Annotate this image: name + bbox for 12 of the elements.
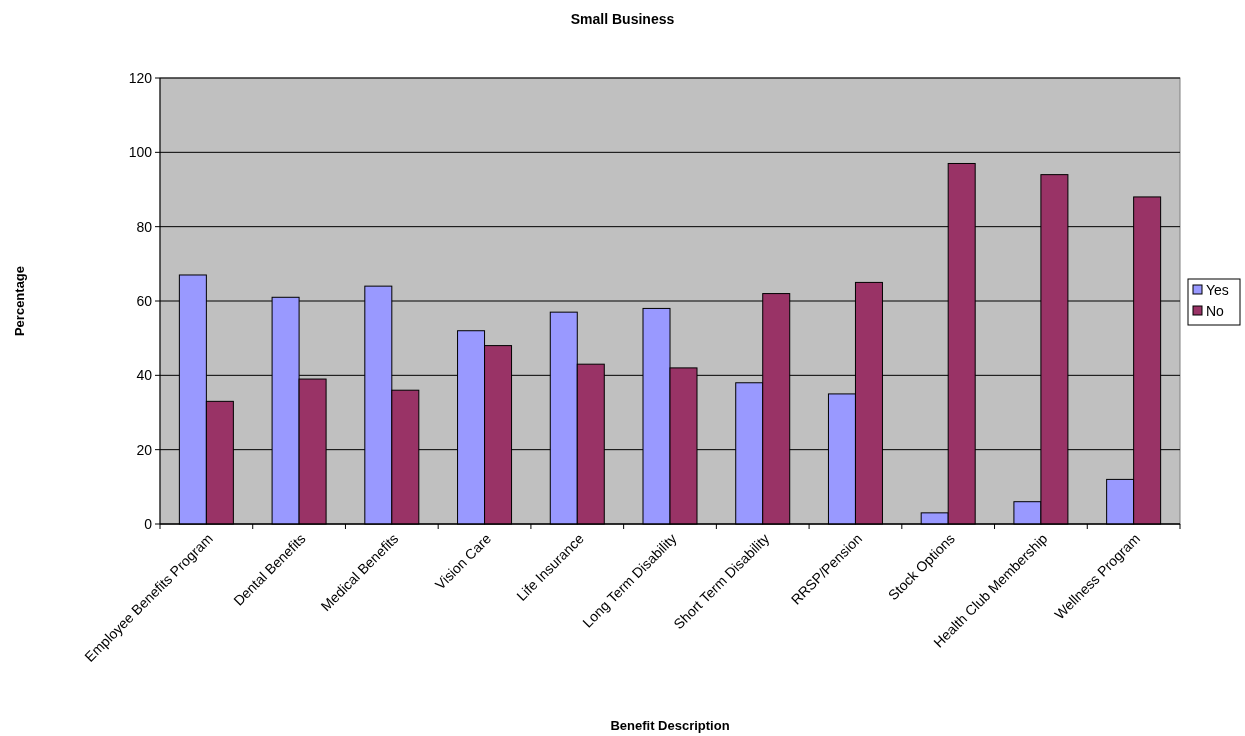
- x-axis-title: Benefit Description: [610, 718, 730, 733]
- legend-label: Yes: [1206, 281, 1229, 298]
- y-tick-label: 80: [136, 218, 153, 235]
- y-tick-label: 100: [128, 144, 153, 161]
- y-tick-label: 20: [136, 441, 153, 458]
- legend-label: No: [1206, 302, 1225, 319]
- y-axis-title: Percentage: [12, 265, 27, 337]
- y-tick-label: 0: [144, 515, 153, 532]
- y-tick-label: 40: [136, 367, 153, 384]
- y-tick-label: 60: [136, 292, 153, 309]
- chart-title: Small Business: [570, 11, 675, 27]
- y-tick-label: 120: [128, 69, 153, 86]
